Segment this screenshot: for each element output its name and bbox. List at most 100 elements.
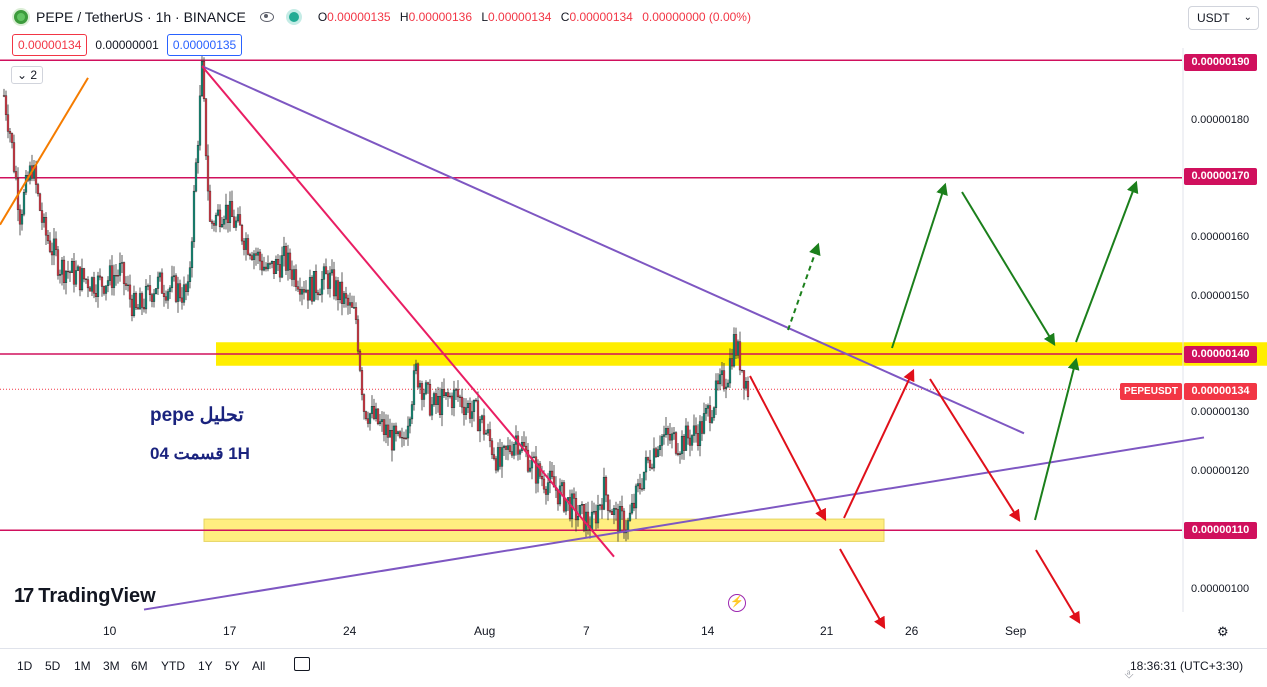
candle-body	[222, 219, 226, 225]
candle	[138, 287, 142, 310]
range-3m-button[interactable]: 3M	[103, 659, 120, 673]
candle-body	[242, 240, 246, 250]
candle-body	[18, 209, 22, 225]
candle	[62, 255, 66, 290]
candle	[658, 435, 662, 456]
candle-body	[410, 404, 414, 420]
candle-body	[422, 393, 426, 400]
candle	[540, 465, 544, 487]
candle	[492, 447, 496, 461]
candle	[426, 381, 430, 394]
candle-body	[386, 424, 390, 438]
candle	[726, 379, 730, 388]
candle-body	[672, 432, 676, 435]
candle	[308, 269, 312, 301]
range-all-button[interactable]: All	[252, 659, 266, 673]
candle-body	[184, 284, 188, 292]
candle	[92, 271, 96, 299]
range-1d-button[interactable]: 1D	[17, 659, 33, 673]
candle-body	[128, 284, 132, 300]
candle	[106, 276, 110, 293]
candle	[526, 442, 530, 473]
eye-icon[interactable]	[259, 12, 274, 22]
candle-body	[546, 482, 550, 495]
calendar-icon[interactable]	[294, 657, 310, 671]
candle	[532, 451, 536, 459]
range-1y-button[interactable]: 1Y	[198, 659, 213, 673]
candle	[186, 274, 190, 296]
candle-body	[320, 279, 324, 295]
candle	[128, 274, 132, 308]
candle-body	[524, 445, 528, 451]
lightning-icon[interactable]: ⚡	[728, 594, 746, 612]
candle	[266, 255, 270, 272]
candle-body	[228, 201, 232, 223]
candle-body	[486, 429, 490, 434]
candle	[618, 500, 622, 532]
indicators-collapse-button[interactable]: ⌄ 2	[11, 66, 43, 84]
gear-icon[interactable]: ⚙	[1217, 624, 1229, 639]
candle	[598, 503, 602, 511]
sell-button[interactable]: 0.00000134	[12, 34, 88, 56]
candle	[180, 287, 184, 310]
candle-body	[710, 417, 714, 423]
candle-body	[498, 447, 502, 467]
candle-body	[526, 449, 530, 472]
candle	[64, 270, 68, 295]
candle-body	[70, 261, 74, 273]
candle	[622, 508, 626, 539]
tradingview-logo[interactable]: 17 TradingView	[14, 585, 156, 608]
range-1m-button[interactable]: 1M	[74, 659, 91, 673]
candle-body	[488, 429, 492, 442]
candle	[200, 56, 204, 97]
candle-body	[82, 268, 86, 280]
candle	[460, 388, 464, 414]
range-ytd-button[interactable]: YTD	[161, 659, 185, 673]
range-5d-button[interactable]: 5D	[45, 659, 61, 673]
candle	[170, 265, 174, 293]
candle-body	[88, 287, 92, 292]
candle-body	[130, 298, 134, 316]
spread-value: 0.00000001	[95, 38, 159, 52]
candle-body	[732, 334, 736, 367]
symbol-title[interactable]: PEPE / TetherUS · 1h · BINANCE	[36, 9, 246, 25]
range-6m-button[interactable]: 6M	[131, 659, 148, 673]
candle-body	[196, 144, 200, 163]
candle	[100, 276, 104, 297]
candle	[674, 431, 678, 456]
range-5y-button[interactable]: 5Y	[225, 659, 240, 673]
candle-body	[68, 271, 72, 273]
candle-body	[118, 263, 122, 276]
candle-body	[466, 403, 470, 408]
candle-body	[114, 275, 118, 277]
candle-body	[638, 483, 642, 489]
bearish-arrow	[839, 548, 886, 630]
candle-body	[234, 220, 238, 228]
candle-body	[686, 425, 690, 439]
time-tick: 21	[820, 624, 834, 638]
candle	[548, 461, 552, 494]
candle	[348, 292, 352, 314]
candle-body	[122, 262, 126, 284]
candle-body	[482, 415, 486, 435]
candle-body	[474, 399, 478, 402]
clock-timezone[interactable]: 18:36:31 (UTC+3:30)	[1130, 659, 1244, 673]
candle-body	[708, 405, 712, 423]
candle	[118, 252, 122, 282]
candle	[188, 261, 192, 289]
candle	[246, 234, 250, 256]
candle-body	[508, 445, 512, 452]
candle-body	[622, 510, 626, 534]
candle-body	[392, 425, 396, 451]
candle-body	[112, 275, 116, 288]
candle-body	[282, 246, 286, 256]
candle	[46, 229, 50, 244]
candle	[448, 392, 452, 399]
candle	[462, 397, 466, 426]
buy-button[interactable]: 0.00000135	[166, 34, 243, 56]
currency-select[interactable]: USDT ⌄	[1188, 6, 1259, 30]
time-tick: 10	[103, 624, 117, 638]
candle	[14, 165, 18, 181]
candle-body	[478, 419, 482, 432]
